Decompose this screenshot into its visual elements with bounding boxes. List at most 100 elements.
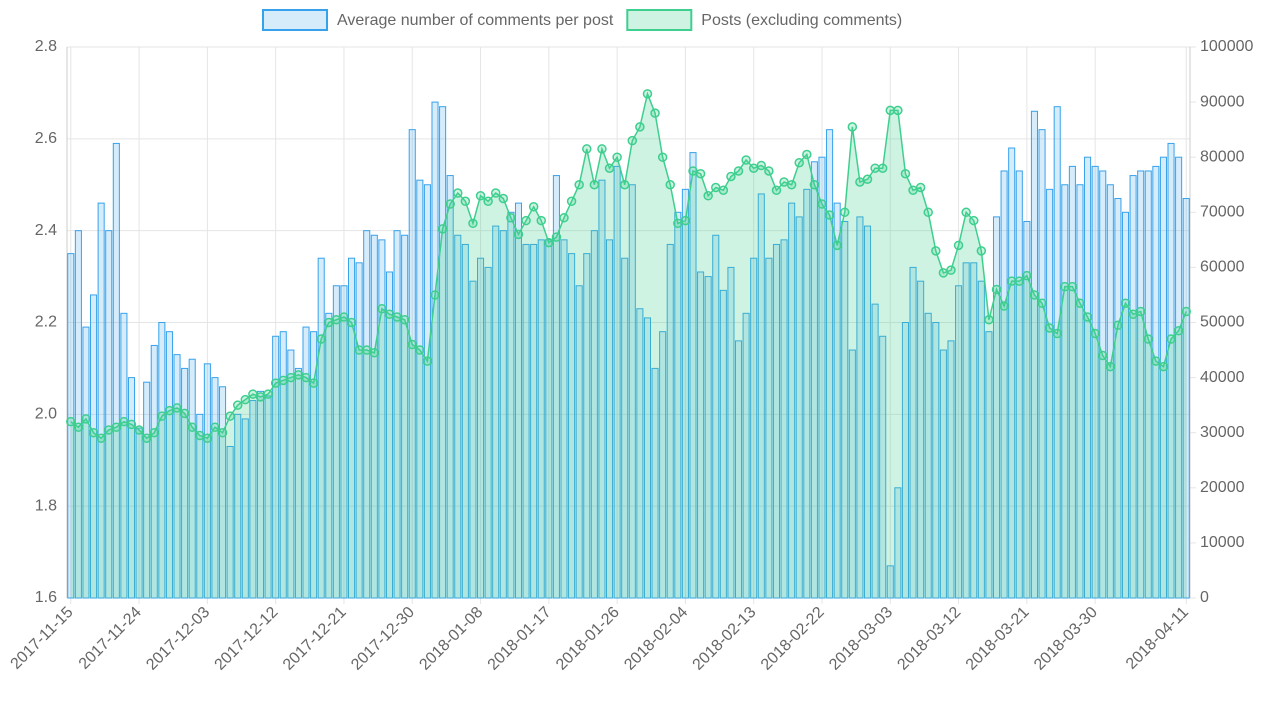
point (695, 168, 706, 179)
point (794, 157, 804, 168)
point (270, 378, 281, 388)
point (399, 314, 410, 325)
point (1075, 298, 1085, 308)
point (999, 301, 1009, 311)
point (1037, 298, 1047, 308)
bar (1159, 156, 1167, 599)
point (711, 182, 721, 193)
point (877, 163, 888, 173)
point (96, 433, 106, 443)
bar (545, 239, 553, 599)
bar (1008, 147, 1016, 599)
point (468, 218, 478, 229)
bar (575, 285, 583, 599)
legend: Average number of comments per post Posts… (262, 9, 902, 31)
point (741, 155, 751, 165)
bar (120, 312, 128, 599)
point (855, 177, 865, 187)
bar (1099, 170, 1107, 599)
x-tick-label: 2018-03-21 (963, 604, 1033, 674)
point (748, 163, 759, 173)
bar (256, 390, 265, 599)
y2-tick-label: 60000 (1200, 259, 1245, 276)
point (680, 215, 691, 226)
y2-tick-label: 90000 (1200, 93, 1245, 110)
bar (818, 156, 826, 599)
point (354, 345, 364, 355)
y-tick-label: 2.0 (35, 406, 57, 423)
point (893, 105, 903, 116)
point (308, 378, 319, 388)
point (1029, 290, 1040, 300)
point (968, 215, 979, 226)
y2-tick-label: 10000 (1200, 534, 1245, 551)
bar (651, 367, 659, 599)
point (802, 149, 812, 160)
point (840, 207, 850, 218)
point (673, 218, 683, 229)
x-tick-label: 2018-01-26 (553, 604, 623, 674)
bar (97, 202, 105, 599)
x-tick-label: 2017-11-24 (76, 604, 145, 673)
point (1006, 276, 1017, 286)
x-tick-label: 2017-12-21 (280, 604, 350, 674)
point (718, 185, 729, 196)
legend-swatch (262, 9, 328, 31)
point (984, 314, 994, 325)
bar (1084, 156, 1092, 599)
x-tick-label: 2018-01-17 (485, 604, 555, 674)
legend-swatch (626, 9, 693, 31)
bar (628, 184, 636, 599)
y2-tick-label: 100000 (1200, 38, 1253, 55)
point (1105, 361, 1116, 372)
point (422, 356, 433, 366)
bar (583, 253, 591, 599)
x-tick-label: 2018-03-30 (1031, 604, 1101, 674)
point (915, 182, 926, 193)
y2-tick-label: 50000 (1200, 314, 1245, 331)
point (278, 375, 289, 386)
bar (810, 161, 818, 599)
x-tick-label: 2018-02-22 (758, 604, 828, 674)
point (195, 430, 205, 441)
bar (613, 165, 621, 599)
point (149, 427, 160, 438)
bar (1121, 211, 1130, 599)
x-tick-label: 2018-02-04 (621, 604, 691, 674)
point (726, 171, 736, 182)
bar (226, 445, 234, 599)
point (544, 237, 554, 248)
point (377, 303, 387, 314)
point (1060, 281, 1070, 292)
bar (947, 340, 955, 599)
point (1067, 281, 1078, 292)
point (141, 433, 152, 443)
bar (196, 413, 204, 599)
bar (932, 322, 940, 599)
bar (833, 202, 841, 599)
x-tick-label: 2018-04-11 (1123, 604, 1192, 673)
bar (689, 152, 697, 599)
bar (1023, 220, 1031, 599)
bar (446, 175, 454, 599)
bar (158, 322, 166, 599)
point (1014, 276, 1025, 286)
bar (871, 303, 879, 599)
point (589, 180, 600, 190)
point (1120, 298, 1131, 308)
point (908, 185, 918, 196)
point (1090, 328, 1100, 339)
point (1082, 312, 1093, 322)
point (513, 229, 524, 240)
bar (1129, 175, 1137, 599)
bar (492, 225, 500, 599)
point (862, 174, 873, 184)
point (703, 191, 713, 201)
bar (1152, 165, 1160, 599)
y-tick-label: 2.2 (35, 314, 57, 331)
point (597, 144, 607, 154)
bar (992, 216, 1001, 599)
bar (385, 271, 394, 599)
point (202, 433, 213, 443)
bar (1015, 170, 1023, 599)
